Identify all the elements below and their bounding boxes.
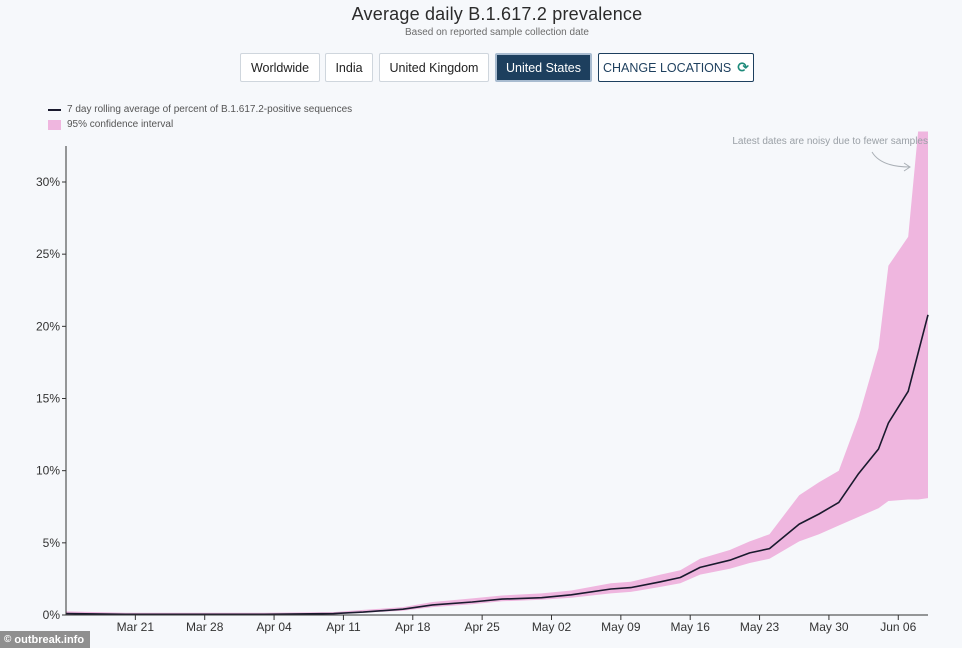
x-tick-label: Jun 06	[880, 620, 916, 634]
x-tick-label: May 09	[601, 620, 641, 634]
prevalence-line	[65, 314, 929, 616]
copyright-icon: ©	[4, 634, 12, 645]
x-tick-label: Apr 11	[326, 620, 361, 634]
page-subtitle: Based on reported sample collection date	[404, 27, 589, 38]
india-button-label: India	[335, 60, 363, 75]
x-tick-label: Apr 04	[256, 620, 292, 634]
y-tick-label: 30%	[36, 175, 60, 189]
confidence-band	[66, 131, 928, 615]
y-tick-label: 0%	[43, 608, 61, 622]
legend-band-label: 95% confidence interval	[67, 119, 174, 130]
y-tick-label: 10%	[36, 464, 60, 478]
x-tick-label: Mar 21	[117, 620, 155, 634]
x-tick-label: May 02	[532, 620, 572, 634]
y-tick-label: 25%	[36, 247, 60, 261]
worldwide-button[interactable]: Worldwide	[240, 53, 320, 82]
x-tick-label: Mar 28	[186, 620, 224, 634]
x-tick-label: May 23	[740, 620, 780, 634]
refresh-icon: ⟳	[737, 59, 749, 75]
source-badge: © outbreak.info	[0, 631, 91, 648]
united-states-button-label: United States	[505, 60, 582, 75]
legend-line-label: 7 day rolling average of percent of B.1.…	[67, 104, 353, 115]
change-locations-button[interactable]: CHANGE LOCATIONS ⟳	[598, 53, 754, 82]
change-locations-label: CHANGE LOCATIONS	[603, 60, 732, 75]
x-tick-label: May 30	[809, 620, 849, 634]
noise-annotation: Latest dates are noisy due to fewer samp…	[732, 136, 928, 147]
line-swatch	[48, 108, 61, 111]
source-text: outbreak.info	[14, 633, 85, 646]
y-tick-label: 20%	[36, 319, 60, 333]
legend-item-band: 95% confidence interval	[48, 117, 352, 132]
x-tick-label: Apr 25	[464, 620, 500, 634]
page-title: Average daily B.1.617.2 prevalence	[351, 4, 643, 24]
x-tick-label: May 16	[671, 620, 711, 634]
worldwide-button-label: Worldwide	[250, 60, 310, 75]
india-button[interactable]: India	[325, 53, 373, 82]
y-tick-label: 15%	[36, 392, 60, 406]
annotation-arrowhead	[903, 162, 911, 172]
y-tick-label: 5%	[43, 536, 61, 550]
chart-legend: 7 day rolling average of percent of B.1.…	[48, 102, 352, 132]
legend-item-line: 7 day rolling average of percent of B.1.…	[48, 102, 352, 117]
united-states-button[interactable]: United States	[495, 53, 592, 82]
x-tick-label: Apr 18	[395, 620, 431, 634]
united-kingdom-button[interactable]: United Kingdom	[379, 53, 489, 82]
united-kingdom-button-label: United Kingdom	[389, 60, 479, 75]
annotation-arrow	[871, 151, 911, 168]
band-swatch	[48, 119, 61, 130]
